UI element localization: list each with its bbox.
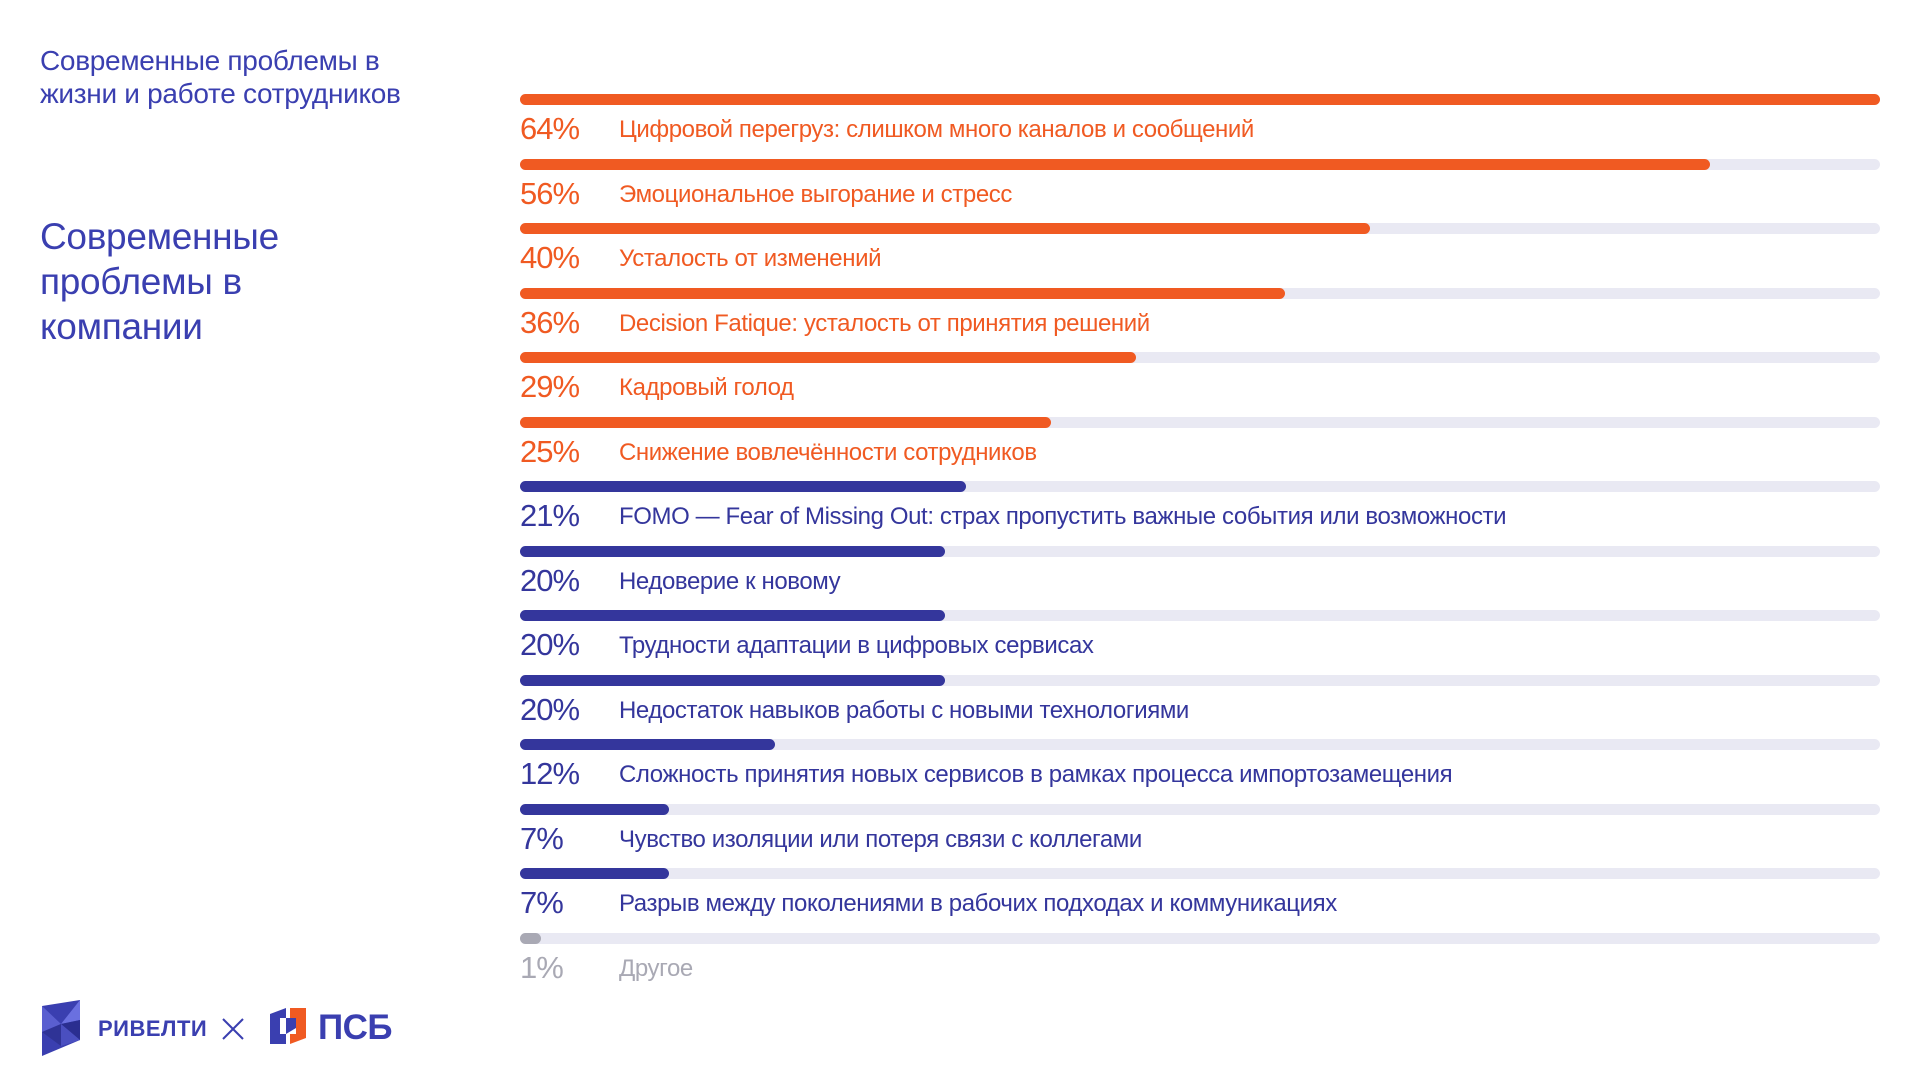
brand-psb-text: ПСБ — [318, 1008, 393, 1047]
bar-value-label: 7% — [520, 885, 564, 920]
bar — [520, 158, 1710, 170]
bar-track — [520, 352, 1880, 363]
bar — [520, 932, 542, 944]
bar — [520, 545, 945, 557]
bar — [520, 868, 669, 879]
bar-track — [520, 158, 1880, 170]
bar-track — [520, 674, 1880, 686]
bar-value-label: 20% — [520, 627, 580, 662]
bar-category-label: Эмоциональное выгорание и стресс — [619, 180, 1012, 208]
bar-track — [520, 223, 1880, 234]
bar-category-label: Сложность принятия новых сервисов в рамк… — [619, 761, 1453, 788]
bar-track — [520, 481, 1880, 492]
bar — [520, 352, 1137, 363]
bar-row: 7% Чувство изоляции или потеря связи с ко… — [520, 802, 1880, 867]
bar-row: 29% Кадровый голод — [520, 350, 1880, 415]
bar-category-label: Кадровый голод — [619, 374, 794, 401]
cross-icon — [222, 1018, 244, 1040]
revelty-cube-logo-icon — [42, 1000, 80, 1056]
bar-value-label: 7% — [520, 820, 564, 856]
bar-value-label: 1% — [520, 949, 564, 985]
bar-row: 21% FOMO — Fear of Missing Out: страх про… — [520, 479, 1880, 544]
bar-track — [520, 739, 1880, 750]
bar-category-label: Другое — [619, 954, 693, 982]
bar-value-label: 56% — [520, 175, 580, 211]
bar-category-label: Decision Fatique: усталость от принятия … — [619, 309, 1150, 337]
psb-logo-icon — [270, 1008, 306, 1044]
bar-category-label: Недостаток навыков работы с новыми техно… — [619, 696, 1189, 724]
bar — [520, 739, 775, 750]
bar — [520, 94, 1880, 105]
bar-row: 12% Сложность принятия новых сервисов в р… — [520, 737, 1880, 802]
bar-value-label: 40% — [520, 240, 580, 275]
bar-category-label: Недоверие к новому — [619, 567, 841, 595]
bar-value-label: 12% — [520, 756, 580, 791]
bar-track — [520, 932, 1880, 944]
bar — [520, 223, 1370, 234]
bar — [520, 610, 945, 621]
bar-chart: 64% Цифровой перегруз: слишком много кана… — [520, 92, 1880, 995]
bar-row: 20% Трудности адаптации в цифровых сервис… — [520, 608, 1880, 673]
bar-track — [520, 545, 1880, 557]
bar-row: 20% Недостаток навыков работы с новыми те… — [520, 673, 1880, 738]
bar — [520, 416, 1052, 428]
bar — [520, 481, 967, 492]
bar-track — [520, 610, 1880, 621]
bar-track — [520, 868, 1880, 879]
bar-row: 36% Decision Fatique: усталость от принят… — [520, 286, 1880, 351]
brand-revelty-text: РИВЕЛТИ — [98, 1016, 208, 1041]
bar-value-label: 29% — [520, 369, 580, 404]
bar-value-label: 36% — [520, 304, 580, 340]
bar-category-label: Цифровой перегруз: слишком много каналов… — [619, 116, 1254, 143]
bar-row: 1% Другое — [520, 931, 1880, 996]
subtitle-life-work: Современные проблемы в жизни и работе со… — [40, 45, 401, 109]
bar-track — [520, 416, 1880, 428]
bar-row: 7% Разрыв между поколениями в рабочих под… — [520, 866, 1880, 931]
bar-value-label: 64% — [520, 111, 580, 146]
bar-category-label: Трудности адаптации в цифровых сервисах — [619, 632, 1094, 659]
bar-track — [520, 803, 1880, 815]
bar-value-label: 21% — [520, 498, 580, 533]
bar — [520, 287, 1285, 299]
bar-value-label: 25% — [520, 433, 580, 469]
bar-row: 56% Эмоциональное выгорание и стресс — [520, 157, 1880, 222]
bar-category-label: Разрыв между поколениями в рабочих подхо… — [619, 890, 1337, 917]
bar-category-label: FOMO — Fear of Missing Out: страх пропус… — [619, 503, 1507, 530]
bar-row: 40% Усталость от изменений — [520, 221, 1880, 286]
bar-value-label: 20% — [520, 691, 580, 727]
bar-row: 25% Снижение вовлечённости сотрудников — [520, 415, 1880, 480]
bar-category-label: Усталость от изменений — [619, 245, 882, 272]
bar — [520, 674, 945, 686]
bar-category-label: Снижение вовлечённости сотрудников — [619, 438, 1037, 466]
bar-row: 20% Недоверие к новому — [520, 544, 1880, 609]
bar-track — [520, 94, 1880, 105]
bar — [520, 803, 669, 815]
subtitle-company: Современные проблемы в компании — [40, 216, 279, 347]
bar-row: 64% Цифровой перегруз: слишком много кана… — [520, 92, 1880, 157]
bar-category-label: Чувство изоляции или потеря связи с колл… — [619, 825, 1142, 853]
bar-value-label: 20% — [520, 562, 580, 598]
bar-track — [520, 287, 1880, 299]
